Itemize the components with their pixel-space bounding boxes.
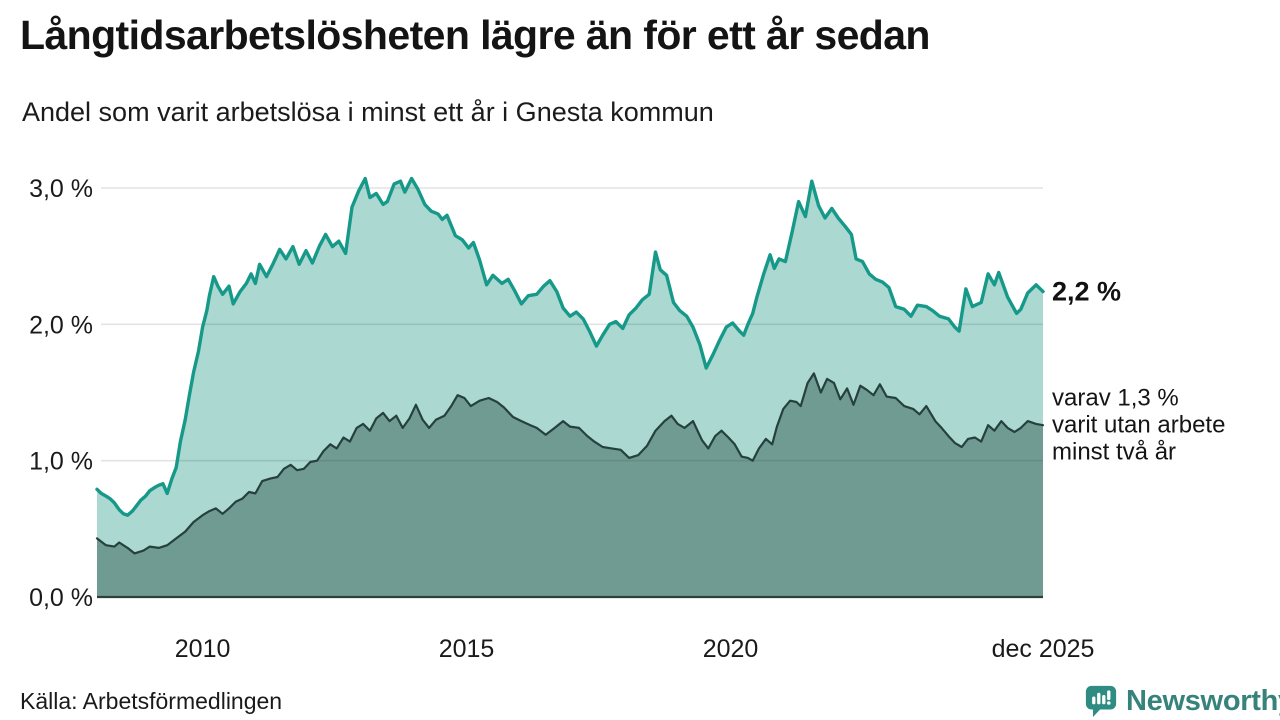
- y-tick-label: 1,0 %: [29, 448, 93, 476]
- x-tick-label: 2015: [439, 635, 495, 663]
- newsworthy-logo-icon: [1084, 684, 1118, 718]
- two-year-annotation: varav 1,3 % varit utan arbete minst två …: [1052, 384, 1225, 465]
- newsworthy-brand: Newsworthy: [1084, 683, 1280, 719]
- x-tick-label: 2010: [175, 635, 231, 663]
- chart-subtitle: Andel som varit arbetslösa i minst ett å…: [22, 97, 714, 127]
- area-minst-tva-ar: [97, 373, 1043, 597]
- y-tick-label: 2,0 %: [29, 311, 93, 339]
- two-year-annotation-line1: varav 1,3 %: [1052, 384, 1179, 412]
- latest-value-label: 2,2 %: [1052, 276, 1122, 307]
- line-minst-tva-ar: [95, 372, 1045, 555]
- source-note: Källa: Arbetsförmedlingen: [20, 688, 283, 714]
- page-title: Långtidsarbetslösheten lägre än för ett …: [20, 12, 930, 58]
- two-year-annotation-line3: minst två år: [1052, 438, 1177, 466]
- x-tick-label: 2020: [703, 635, 759, 663]
- two-year-annotation-line2: varit utan arbete: [1052, 411, 1226, 439]
- newsworthy-wordmark: Newsworthy: [1126, 684, 1280, 717]
- x-tick-label: dec 2025: [992, 635, 1095, 663]
- y-tick-label: 3,0 %: [29, 175, 93, 203]
- y-tick-label: 0,0 %: [29, 584, 93, 612]
- line-minst-ett-ar: [95, 176, 1045, 517]
